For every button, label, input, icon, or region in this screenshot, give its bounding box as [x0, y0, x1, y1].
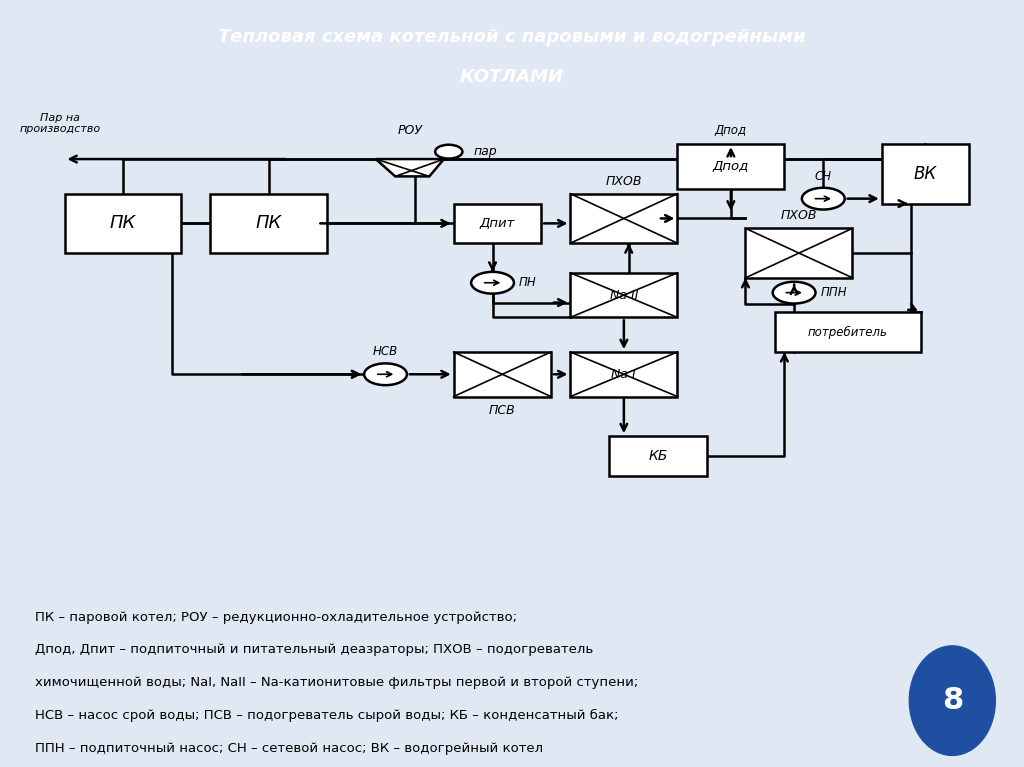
Text: 8: 8 [942, 686, 963, 715]
Text: НСВ – насос срой воды; ПСВ – подогреватель сырой воды; КБ – конденсатный бак;: НСВ – насос срой воды; ПСВ – подогревате… [35, 709, 618, 723]
Text: ВК: ВК [913, 165, 937, 183]
Text: Na I: Na I [611, 368, 636, 380]
Bar [454, 352, 551, 397]
Text: НСВ: НСВ [373, 345, 398, 358]
Bar [882, 144, 969, 203]
Bar [570, 273, 678, 318]
Text: КБ: КБ [648, 449, 668, 463]
Text: ПК: ПК [110, 215, 136, 232]
Polygon shape [376, 159, 444, 176]
Bar [454, 203, 541, 243]
Bar [211, 194, 328, 253]
Text: Дпод: Дпод [713, 160, 749, 173]
Text: ПСВ: ПСВ [488, 404, 516, 417]
Text: Na II: Na II [609, 288, 638, 301]
Text: КОТЛАМИ: КОТЛАМИ [460, 68, 564, 86]
Text: РОУ: РОУ [397, 123, 422, 137]
Text: пар: пар [473, 145, 497, 158]
Bar [745, 229, 852, 278]
Bar [609, 436, 707, 476]
Text: Пар на
производство: Пар на производство [19, 113, 100, 134]
Circle shape [435, 145, 463, 159]
Text: ПК: ПК [256, 215, 282, 232]
Circle shape [909, 646, 995, 755]
Text: ПН: ПН [519, 276, 537, 289]
Circle shape [802, 188, 845, 209]
Text: химочищенной воды; NaI, NaII – Na-катионитовые фильтры первой и второй ступени;: химочищенной воды; NaI, NaII – Na-катион… [35, 676, 638, 689]
Bar [678, 144, 784, 189]
Bar [65, 194, 181, 253]
Circle shape [365, 364, 407, 385]
Text: Дпит: Дпит [479, 217, 515, 230]
Text: ППН – подпиточный насос; СН – сетевой насос; ВК – водогрейный котел: ППН – подпиточный насос; СН – сетевой на… [35, 742, 543, 755]
Text: Дпод: Дпод [715, 123, 746, 137]
Text: Тепловая схема котельной с паровыми и водогрейными: Тепловая схема котельной с паровыми и во… [218, 28, 806, 47]
Text: ПК – паровой котел; РОУ – редукционно-охладительное устройство;: ПК – паровой котел; РОУ – редукционно-ох… [35, 611, 517, 624]
Circle shape [471, 272, 514, 294]
Circle shape [773, 281, 815, 304]
Text: СН: СН [815, 170, 831, 183]
Text: Дпод, Дпит – подпиточный и питательный деазраторы; ПХОВ – подогреватель: Дпод, Дпит – подпиточный и питательный д… [35, 644, 593, 657]
Text: ПХОВ: ПХОВ [605, 175, 642, 188]
Text: потребитель: потребитель [808, 326, 888, 339]
Bar [774, 312, 921, 352]
Bar [570, 352, 678, 397]
Bar [570, 194, 678, 243]
Text: ПХОВ: ПХОВ [780, 209, 817, 222]
Text: ППН: ППН [820, 286, 847, 299]
